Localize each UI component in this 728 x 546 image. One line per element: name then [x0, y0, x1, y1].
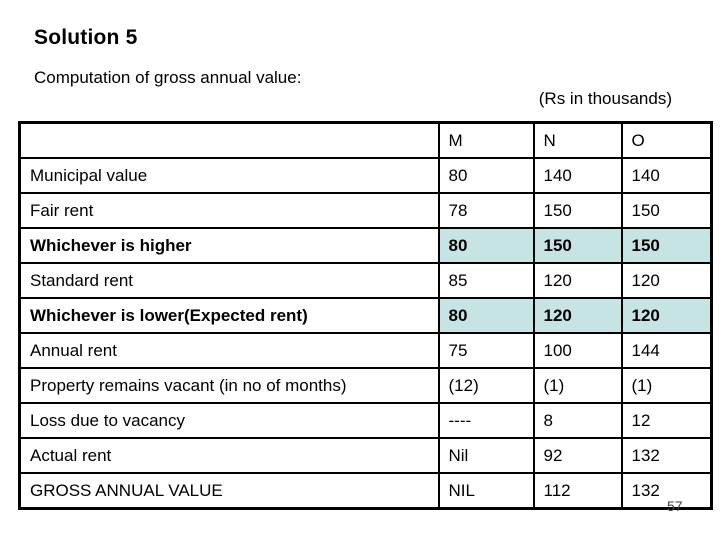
table-row: Annual rent 75 100 144: [18, 332, 713, 369]
value-cell: 150: [532, 227, 623, 264]
value-cell: 78: [437, 192, 535, 229]
header-cell: O: [620, 121, 713, 159]
value-cell: 140: [620, 157, 713, 194]
value-cell: 150: [620, 192, 713, 229]
row-label-cell: Annual rent: [18, 332, 440, 369]
value-cell: (1): [620, 367, 713, 404]
row-label-cell: Whichever is lower(Expected rent): [18, 297, 440, 334]
table-row: Whichever is higher 80 150 150: [18, 227, 713, 264]
table-row: Standard rent 85 120 120: [18, 262, 713, 299]
value-cell: 132: [620, 472, 713, 510]
row-label-cell: Whichever is higher: [18, 227, 440, 264]
value-cell: 150: [532, 192, 623, 229]
value-cell: 12: [620, 402, 713, 439]
value-cell: 140: [532, 157, 623, 194]
value-cell: (12): [437, 367, 535, 404]
value-cell: 120: [532, 297, 623, 334]
value-cell: Nil: [437, 437, 535, 474]
value-cell: NIL: [437, 472, 535, 510]
table-row: Property remains vacant (in no of months…: [18, 367, 713, 404]
row-label-cell: Standard rent: [18, 262, 440, 299]
value-cell: 80: [437, 157, 535, 194]
row-label-cell: Property remains vacant (in no of months…: [18, 367, 440, 404]
value-cell: 120: [532, 262, 623, 299]
value-cell: 85: [437, 262, 535, 299]
value-cell: 75: [437, 332, 535, 369]
value-cell: 80: [437, 297, 535, 334]
row-label-cell: Fair rent: [18, 192, 440, 229]
page-title: Solution 5: [34, 26, 138, 49]
value-cell: 120: [620, 262, 713, 299]
table-row: Loss due to vacancy ---- 8 12: [18, 402, 713, 439]
units-note: (Rs in thousands): [538, 89, 672, 108]
table-row: Whichever is lower(Expected rent) 80 120 12…: [18, 297, 713, 334]
table-body: Municipal value 80 140 140 Fair rent 78 150 150…: [18, 157, 713, 510]
value-cell: 112: [532, 472, 623, 510]
header-cell: M: [437, 121, 535, 159]
value-cell: 80: [437, 227, 535, 264]
row-label-cell: Municipal value: [18, 157, 440, 194]
table-row: Municipal value 80 140 140: [18, 157, 713, 194]
value-cell: 144: [620, 332, 713, 369]
page-number: 57: [667, 498, 683, 514]
slide-subtitle: Computation of gross annual value:: [34, 68, 302, 87]
value-cell: 120: [620, 297, 713, 334]
value-cell: ----: [437, 402, 535, 439]
row-label-cell: Actual rent: [18, 437, 440, 474]
table-row: Fair rent 78 150 150: [18, 192, 713, 229]
value-cell: 8: [532, 402, 623, 439]
table-row: GROSS ANNUAL VALUE NIL 112 132: [18, 472, 713, 510]
value-cell: 92: [532, 437, 623, 474]
value-cell: (1): [532, 367, 623, 404]
value-cell: 100: [532, 332, 623, 369]
row-label-cell: Loss due to vacancy: [18, 402, 440, 439]
value-cell: 132: [620, 437, 713, 474]
table-row: Actual rent Nil 92 132: [18, 437, 713, 474]
header-cell: N: [532, 121, 623, 159]
row-label-cell: GROSS ANNUAL VALUE: [18, 472, 440, 510]
header-empty-cell: [18, 121, 440, 159]
value-cell: 150: [620, 227, 713, 264]
